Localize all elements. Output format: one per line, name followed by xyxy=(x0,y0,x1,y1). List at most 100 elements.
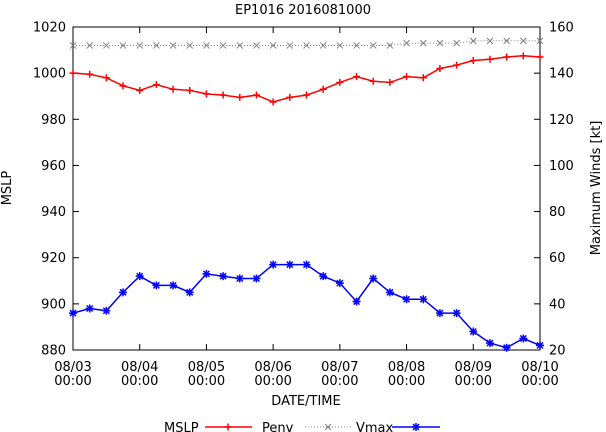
left-tick-label: 1000 xyxy=(33,67,66,82)
point-vmax-wind xyxy=(152,281,161,290)
point-penv xyxy=(202,90,210,98)
point-vmax-wind xyxy=(102,306,111,315)
point-penv xyxy=(319,85,327,93)
point-vmax-wind xyxy=(302,260,311,269)
right-axis-label: Maximum Winds [kt] xyxy=(589,121,604,256)
point-penv xyxy=(219,91,227,99)
left-tick-label: 1020 xyxy=(33,21,66,36)
left-tick-label: 920 xyxy=(41,251,66,266)
point-vmax xyxy=(336,42,344,49)
point-penv xyxy=(252,91,260,99)
point-penv xyxy=(119,82,127,90)
point-vmax xyxy=(153,42,160,49)
point-vmax-wind xyxy=(269,260,278,269)
point-vmax xyxy=(436,39,444,47)
point-vmax xyxy=(236,42,244,49)
point-vmax-wind xyxy=(369,274,378,283)
point-vmax-wind xyxy=(519,334,528,343)
legend-marker-vmax xyxy=(324,423,332,431)
series-line-vmax-wind xyxy=(72,263,541,349)
point-vmax-wind xyxy=(219,272,228,281)
x-tick-label-time: 00:00 xyxy=(188,374,225,389)
x-tick-label-time: 00:00 xyxy=(54,374,91,389)
x-tick-label: 08/10 xyxy=(521,360,558,375)
x-tick-label: 08/03 xyxy=(54,360,91,375)
series-layer xyxy=(69,37,544,352)
plot-frame xyxy=(72,26,541,351)
point-vmax-wind xyxy=(85,304,94,313)
x-tick-label-time: 00:00 xyxy=(321,374,358,389)
point-vmax-wind xyxy=(536,341,544,350)
x-tick-label: 08/07 xyxy=(321,360,358,375)
point-vmax-wind xyxy=(435,309,444,318)
point-penv xyxy=(86,70,94,78)
point-penv xyxy=(536,53,544,61)
point-penv xyxy=(102,74,110,82)
right-axis-ticks: 20 40 60 80 100 120 140 160 xyxy=(534,21,574,359)
legend-label-penv: Penv xyxy=(262,421,294,432)
point-vmax xyxy=(386,42,394,49)
point-penv xyxy=(353,73,361,81)
point-penv xyxy=(286,93,294,101)
right-tick-label: 20 xyxy=(549,344,566,359)
right-tick-label: 40 xyxy=(549,297,566,312)
right-tick-label: 60 xyxy=(549,251,566,266)
point-vmax-wind xyxy=(252,274,261,283)
point-penv xyxy=(386,78,394,86)
point-penv xyxy=(369,77,377,85)
point-penv xyxy=(486,55,494,63)
point-vmax-wind xyxy=(469,327,478,336)
point-vmax-wind xyxy=(385,288,394,297)
point-penv xyxy=(503,53,511,61)
point-vmax-wind xyxy=(319,272,328,281)
left-axis-label: MSLP xyxy=(0,171,15,206)
right-tick-label: 160 xyxy=(549,21,574,36)
point-vmax xyxy=(469,37,477,45)
point-vmax xyxy=(136,42,144,49)
point-vmax xyxy=(353,42,360,49)
point-vmax xyxy=(269,42,277,49)
point-vmax-wind xyxy=(335,279,344,288)
point-vmax xyxy=(186,42,194,49)
point-vmax xyxy=(69,42,77,49)
point-penv xyxy=(336,78,344,86)
point-vmax xyxy=(253,42,260,49)
point-vmax xyxy=(403,39,410,47)
x-tick-label: 08/05 xyxy=(188,360,225,375)
point-vmax-wind xyxy=(69,309,77,318)
chart-title: EP1016 2016081000 xyxy=(235,3,371,18)
x-tick-label-time: 00:00 xyxy=(455,374,492,389)
point-penv xyxy=(436,65,444,73)
right-tick-label: 80 xyxy=(549,205,566,220)
point-vmax-wind xyxy=(402,295,411,304)
point-penv xyxy=(186,86,194,94)
point-vmax-wind xyxy=(502,343,511,352)
x-axis-ticks: 08/0300:0008/0400:0008/0500:0008/0600:00… xyxy=(54,27,559,389)
point-vmax-wind xyxy=(419,295,428,304)
point-vmax-wind xyxy=(235,274,244,283)
x-tick-label-time: 00:00 xyxy=(388,374,425,389)
point-penv xyxy=(519,52,527,60)
x-tick-label-time: 00:00 xyxy=(254,374,291,389)
point-vmax xyxy=(119,42,127,49)
right-tick-label: 120 xyxy=(549,113,574,128)
point-vmax xyxy=(303,42,310,49)
x-tick-label-time: 00:00 xyxy=(121,374,158,389)
legend: MSLP Penv Vmax xyxy=(164,421,440,432)
point-penv xyxy=(419,74,427,82)
x-tick-label: 08/06 xyxy=(254,360,291,375)
point-vmax-wind xyxy=(452,309,461,318)
point-vmax-wind xyxy=(485,339,494,348)
legend-marker-penv xyxy=(224,423,232,431)
point-vmax xyxy=(86,42,94,49)
legend-title: MSLP xyxy=(164,421,199,432)
point-vmax xyxy=(369,42,377,49)
left-tick-label: 960 xyxy=(41,159,66,174)
point-vmax xyxy=(503,37,510,45)
point-penv xyxy=(69,69,77,77)
left-tick-label: 940 xyxy=(41,205,66,220)
point-vmax xyxy=(453,39,460,47)
x-tick-label: 08/08 xyxy=(388,360,425,375)
point-penv xyxy=(269,98,277,106)
point-penv xyxy=(469,56,477,64)
